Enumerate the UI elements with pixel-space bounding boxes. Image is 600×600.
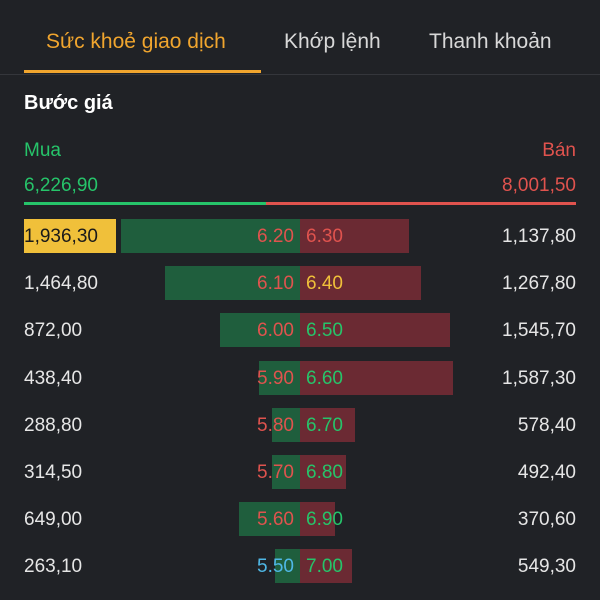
buy-label: Mua bbox=[24, 140, 61, 161]
buy-volume-bar bbox=[239, 502, 300, 537]
sell-quantity: 578,40 bbox=[517, 414, 576, 436]
tab-matched-orders[interactable]: Khớp lệnh bbox=[284, 30, 381, 53]
sell-quantity: 549,30 bbox=[517, 556, 576, 578]
sell-volume-bar bbox=[300, 219, 409, 253]
buy-volume-bar bbox=[272, 455, 300, 489]
buy-ratio-fill bbox=[24, 202, 266, 205]
sell-volume-bar bbox=[300, 549, 352, 584]
buy-quantity: 872,00 bbox=[24, 320, 83, 342]
buy-quantity: 438,40 bbox=[24, 367, 83, 389]
buy-volume-bar bbox=[259, 360, 300, 395]
sell-quantity: 370,60 bbox=[517, 509, 576, 531]
sell-volume-bar bbox=[300, 407, 355, 442]
buy-volume-bar bbox=[275, 549, 300, 584]
sell-quantity: 1,545,70 bbox=[502, 320, 576, 342]
buy-price[interactable]: 5.70 bbox=[257, 462, 294, 483]
buy-volume-bar bbox=[121, 219, 300, 253]
tab-bar: Sức khoẻ giao dịch Khớp lệnh Thanh khoản bbox=[0, 0, 600, 75]
sell-volume-bar bbox=[300, 502, 335, 537]
order-book-row[interactable]: 438,40 5.90 6.60 1,587,30 bbox=[0, 360, 600, 395]
active-tab-indicator bbox=[24, 70, 261, 73]
order-book-row[interactable]: 288,80 5.80 6.70 578,40 bbox=[0, 407, 600, 442]
sell-volume-bar bbox=[300, 455, 346, 489]
sell-price[interactable]: 6.40 bbox=[306, 273, 343, 295]
buy-volume-bar bbox=[165, 266, 300, 301]
buy-price[interactable]: 5.50 bbox=[257, 556, 294, 578]
buy-sell-ratio-bar bbox=[24, 202, 576, 205]
buy-price[interactable]: 6.00 bbox=[257, 320, 294, 342]
sell-volume-bar bbox=[300, 360, 453, 395]
tab-trading-health[interactable]: Sức khoẻ giao dịch bbox=[46, 30, 226, 53]
buy-quantity: 1,464,80 bbox=[24, 273, 98, 295]
buy-price[interactable]: 5.90 bbox=[257, 367, 294, 389]
order-book-row[interactable]: 263,10 5.50 7.00 549,30 bbox=[0, 549, 600, 584]
sell-price[interactable]: 6.50 bbox=[306, 320, 343, 342]
buy-quantity: 288,80 bbox=[24, 414, 83, 436]
sell-price[interactable]: 6.60 bbox=[306, 367, 343, 389]
buy-quantity: 314,50 bbox=[24, 462, 83, 483]
buy-price[interactable]: 5.80 bbox=[257, 414, 294, 436]
sell-price[interactable]: 6.30 bbox=[306, 226, 343, 247]
tab-liquidity[interactable]: Thanh khoản bbox=[429, 30, 552, 53]
buy-total: 6,226,90 bbox=[24, 175, 98, 196]
buy-price[interactable]: 5.60 bbox=[257, 509, 294, 531]
section-title: Bước giá bbox=[24, 92, 113, 114]
buy-quantity: 263,10 bbox=[24, 556, 83, 578]
buy-price[interactable]: 6.10 bbox=[257, 273, 294, 295]
sell-quantity: 1,267,80 bbox=[502, 273, 576, 295]
sell-price[interactable]: 6.70 bbox=[306, 414, 343, 436]
order-book-row[interactable]: 1,464,80 6.10 6.40 1,267,80 bbox=[0, 266, 600, 301]
order-book-row[interactable]: 872,00 6.00 6.50 1,545,70 bbox=[0, 313, 600, 348]
order-book-row[interactable]: 1,936,30 6.20 6.30 1,137,80 bbox=[0, 219, 600, 253]
buy-quantity: 649,00 bbox=[24, 509, 83, 531]
sell-price[interactable]: 7.00 bbox=[306, 556, 343, 578]
sell-volume-bar bbox=[300, 313, 450, 348]
sell-price[interactable]: 6.90 bbox=[306, 509, 343, 531]
best-bid-highlight bbox=[24, 219, 116, 253]
sell-price[interactable]: 6.80 bbox=[306, 462, 343, 483]
buy-volume-bar bbox=[220, 313, 300, 348]
sell-quantity: 492,40 bbox=[517, 462, 576, 483]
sell-total: 8,001,50 bbox=[502, 175, 576, 196]
buy-price[interactable]: 6.20 bbox=[257, 226, 294, 247]
order-book-row[interactable]: 314,50 5.70 6.80 492,40 bbox=[0, 455, 600, 489]
buy-quantity: 1,936,30 bbox=[24, 226, 98, 247]
sell-label: Bán bbox=[542, 140, 576, 161]
buy-volume-bar bbox=[272, 407, 300, 442]
sell-quantity: 1,137,80 bbox=[502, 226, 576, 247]
sell-volume-bar bbox=[300, 266, 421, 301]
order-book-row[interactable]: 649,00 5.60 6.90 370,60 bbox=[0, 502, 600, 537]
sell-quantity: 1,587,30 bbox=[502, 367, 576, 389]
